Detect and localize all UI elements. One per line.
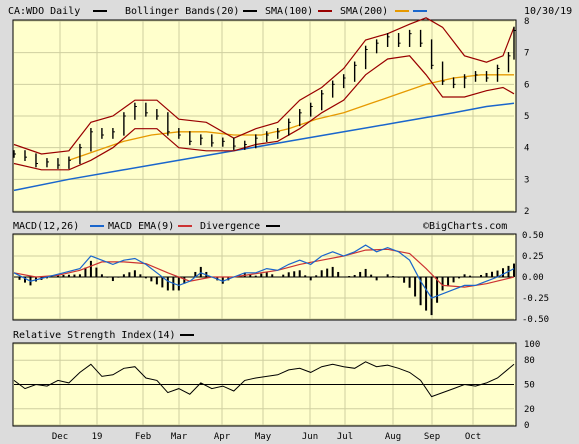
legend-symbol: CA:WDO Daily — [8, 6, 80, 17]
price-y-tick: 5 — [524, 112, 529, 122]
legend-sma200: SMA(200) — [340, 6, 388, 17]
x-axis-label: May — [255, 432, 272, 442]
x-axis-label: Mar — [171, 432, 188, 442]
bigcharts-watermark: ©BigCharts.com — [423, 221, 507, 232]
macd-divergence-legend: Divergence — [200, 221, 260, 232]
x-axis-labels: Dec 19 Feb Mar Apr May Jun Jul Aug Sep Oct — [52, 432, 481, 442]
chart-date: 10/30/19 — [524, 6, 572, 17]
macd-y-tick: -0.25 — [522, 294, 549, 304]
rsi-y-tick: 80 — [524, 356, 535, 366]
rsi-y-ticks: 100 80 50 20 0 — [524, 340, 540, 431]
macd-ema-legend: MACD EMA(9) — [108, 221, 174, 232]
macd-y-ticks: 0.50 0.25 0.00 -0.25 -0.50 — [522, 231, 549, 325]
legend-bollinger: Bollinger Bands(20) — [125, 6, 239, 17]
x-axis-label: Jun — [302, 432, 318, 442]
price-y-tick: 4 — [524, 144, 529, 154]
legend-sma100: SMA(100) — [265, 6, 313, 17]
macd-ema-line — [13, 248, 515, 288]
macd-y-tick: -0.50 — [522, 315, 549, 325]
macd-plot — [13, 244, 515, 316]
x-axis-label: Jul — [337, 432, 353, 442]
x-axis-label: Oct — [465, 432, 481, 442]
price-y-tick: 7 — [524, 49, 529, 59]
price-y-tick: 3 — [524, 175, 529, 185]
bollinger-upper-line — [13, 17, 515, 155]
rsi-grid — [14, 343, 514, 426]
rsi-line — [13, 361, 515, 398]
x-axis-label: Aug — [385, 432, 401, 442]
price-y-ticks: 2 3 4 5 6 7 8 — [524, 17, 529, 217]
price-plot — [13, 17, 516, 192]
price-y-tick: 2 — [524, 207, 529, 217]
macd-y-tick: 0.50 — [522, 231, 544, 241]
x-axis-label: Sep — [424, 432, 440, 442]
rsi-y-tick: 0 — [524, 421, 529, 431]
x-axis-label: Feb — [135, 432, 151, 442]
macd-line — [13, 244, 515, 299]
rsi-y-tick: 100 — [524, 340, 540, 350]
rsi-plot — [13, 361, 515, 398]
rsi-y-tick: 50 — [524, 381, 535, 391]
macd-legend-title: MACD(12,26) — [13, 221, 79, 232]
sma200-line — [13, 102, 515, 192]
price-y-tick: 6 — [524, 80, 529, 90]
rsi-legend-title: Relative Strength Index(14) — [13, 330, 176, 341]
macd-y-tick: 0.25 — [522, 252, 544, 262]
x-axis-label: Apr — [214, 432, 231, 442]
x-axis-label: 19 — [92, 432, 103, 442]
price-y-tick: 8 — [524, 17, 529, 27]
rsi-y-tick: 20 — [524, 405, 535, 415]
x-axis-label: Dec — [52, 432, 68, 442]
macd-y-tick: 0.00 — [522, 273, 544, 283]
